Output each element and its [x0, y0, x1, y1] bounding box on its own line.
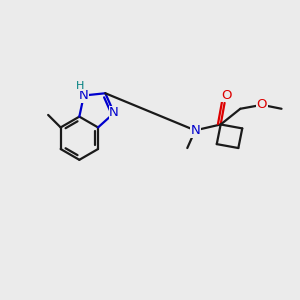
Text: N: N — [109, 106, 119, 119]
Text: O: O — [256, 98, 267, 111]
Text: N: N — [79, 89, 89, 102]
Text: N: N — [190, 124, 200, 137]
Text: H: H — [76, 81, 84, 91]
Text: O: O — [221, 88, 232, 101]
